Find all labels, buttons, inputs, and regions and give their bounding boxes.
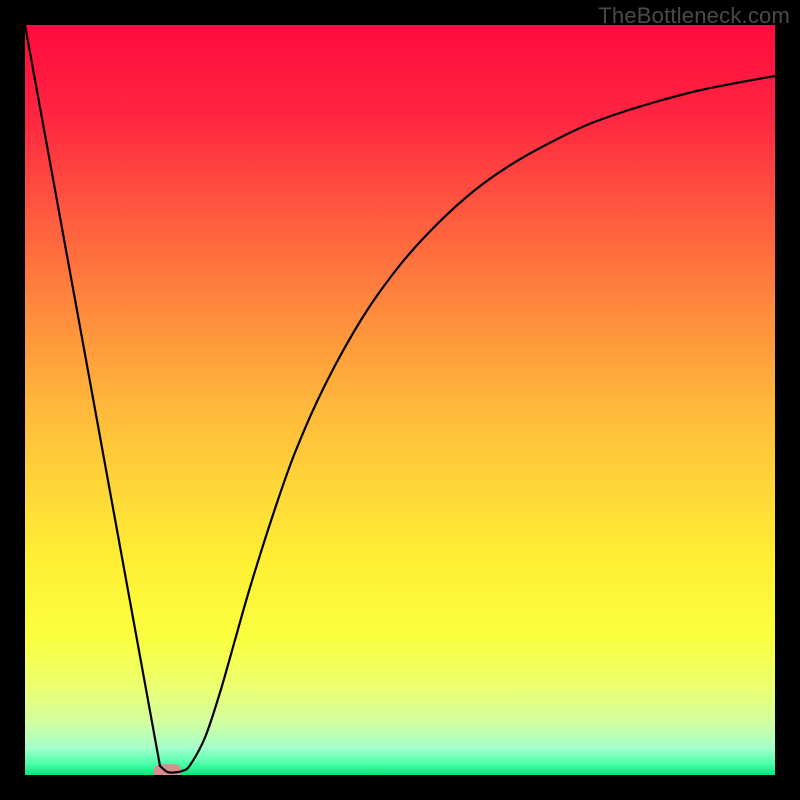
- axes-border: [0, 0, 25, 800]
- axes-border: [775, 0, 800, 800]
- watermark-text: TheBottleneck.com: [598, 3, 790, 29]
- bottleneck-chart: [0, 0, 800, 800]
- chart-container: TheBottleneck.com: [0, 0, 800, 800]
- gradient-background: [25, 25, 775, 775]
- axes-border: [0, 775, 800, 800]
